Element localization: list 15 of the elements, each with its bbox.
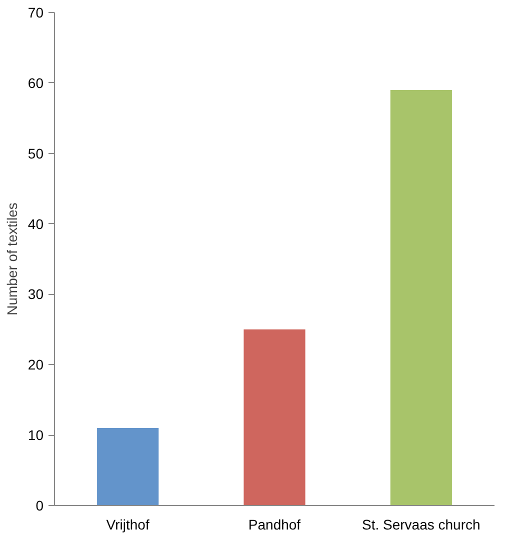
y-tick-label: 10 (28, 427, 44, 444)
y-axis-title: Number of textiles (4, 202, 20, 316)
x-tick-label: Pandhof (248, 516, 301, 532)
x-tick-label: St. Servaas church (362, 516, 480, 532)
bar (97, 428, 159, 506)
y-tick-label: 50 (28, 145, 44, 162)
bar (390, 90, 452, 506)
bar (244, 329, 306, 506)
y-tick-label: 70 (28, 4, 44, 20)
y-tick-label: 0 (36, 498, 44, 514)
y-tick-label: 30 (28, 286, 44, 302)
y-tick-label: 40 (28, 216, 44, 232)
y-tick-label: 60 (28, 74, 44, 91)
x-tick-label: Vrijthof (106, 516, 150, 532)
y-tick-label: 20 (28, 356, 44, 373)
